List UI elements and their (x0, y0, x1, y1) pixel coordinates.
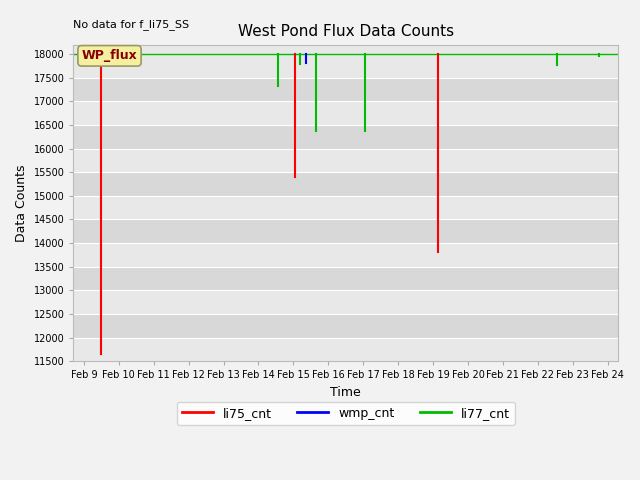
Bar (74, 243, 618, 266)
X-axis label: Time: Time (330, 386, 361, 399)
Legend: li75_cnt, wmp_cnt, li77_cnt: li75_cnt, wmp_cnt, li77_cnt (177, 402, 515, 424)
Bar (74, 337, 618, 361)
Bar (74, 172, 618, 196)
Title: West Pond Flux Data Counts: West Pond Flux Data Counts (237, 24, 454, 39)
Bar (74, 266, 618, 290)
Text: No data for f_li75_SS: No data for f_li75_SS (74, 19, 189, 30)
Bar (74, 54, 618, 78)
Bar (74, 125, 618, 148)
Y-axis label: Data Counts: Data Counts (15, 164, 28, 241)
Bar (74, 78, 618, 101)
Bar (74, 314, 618, 337)
Bar (74, 196, 618, 219)
Bar (74, 148, 618, 172)
Bar (74, 101, 618, 125)
Bar (74, 219, 618, 243)
Bar (74, 290, 618, 314)
Text: WP_flux: WP_flux (82, 49, 138, 62)
